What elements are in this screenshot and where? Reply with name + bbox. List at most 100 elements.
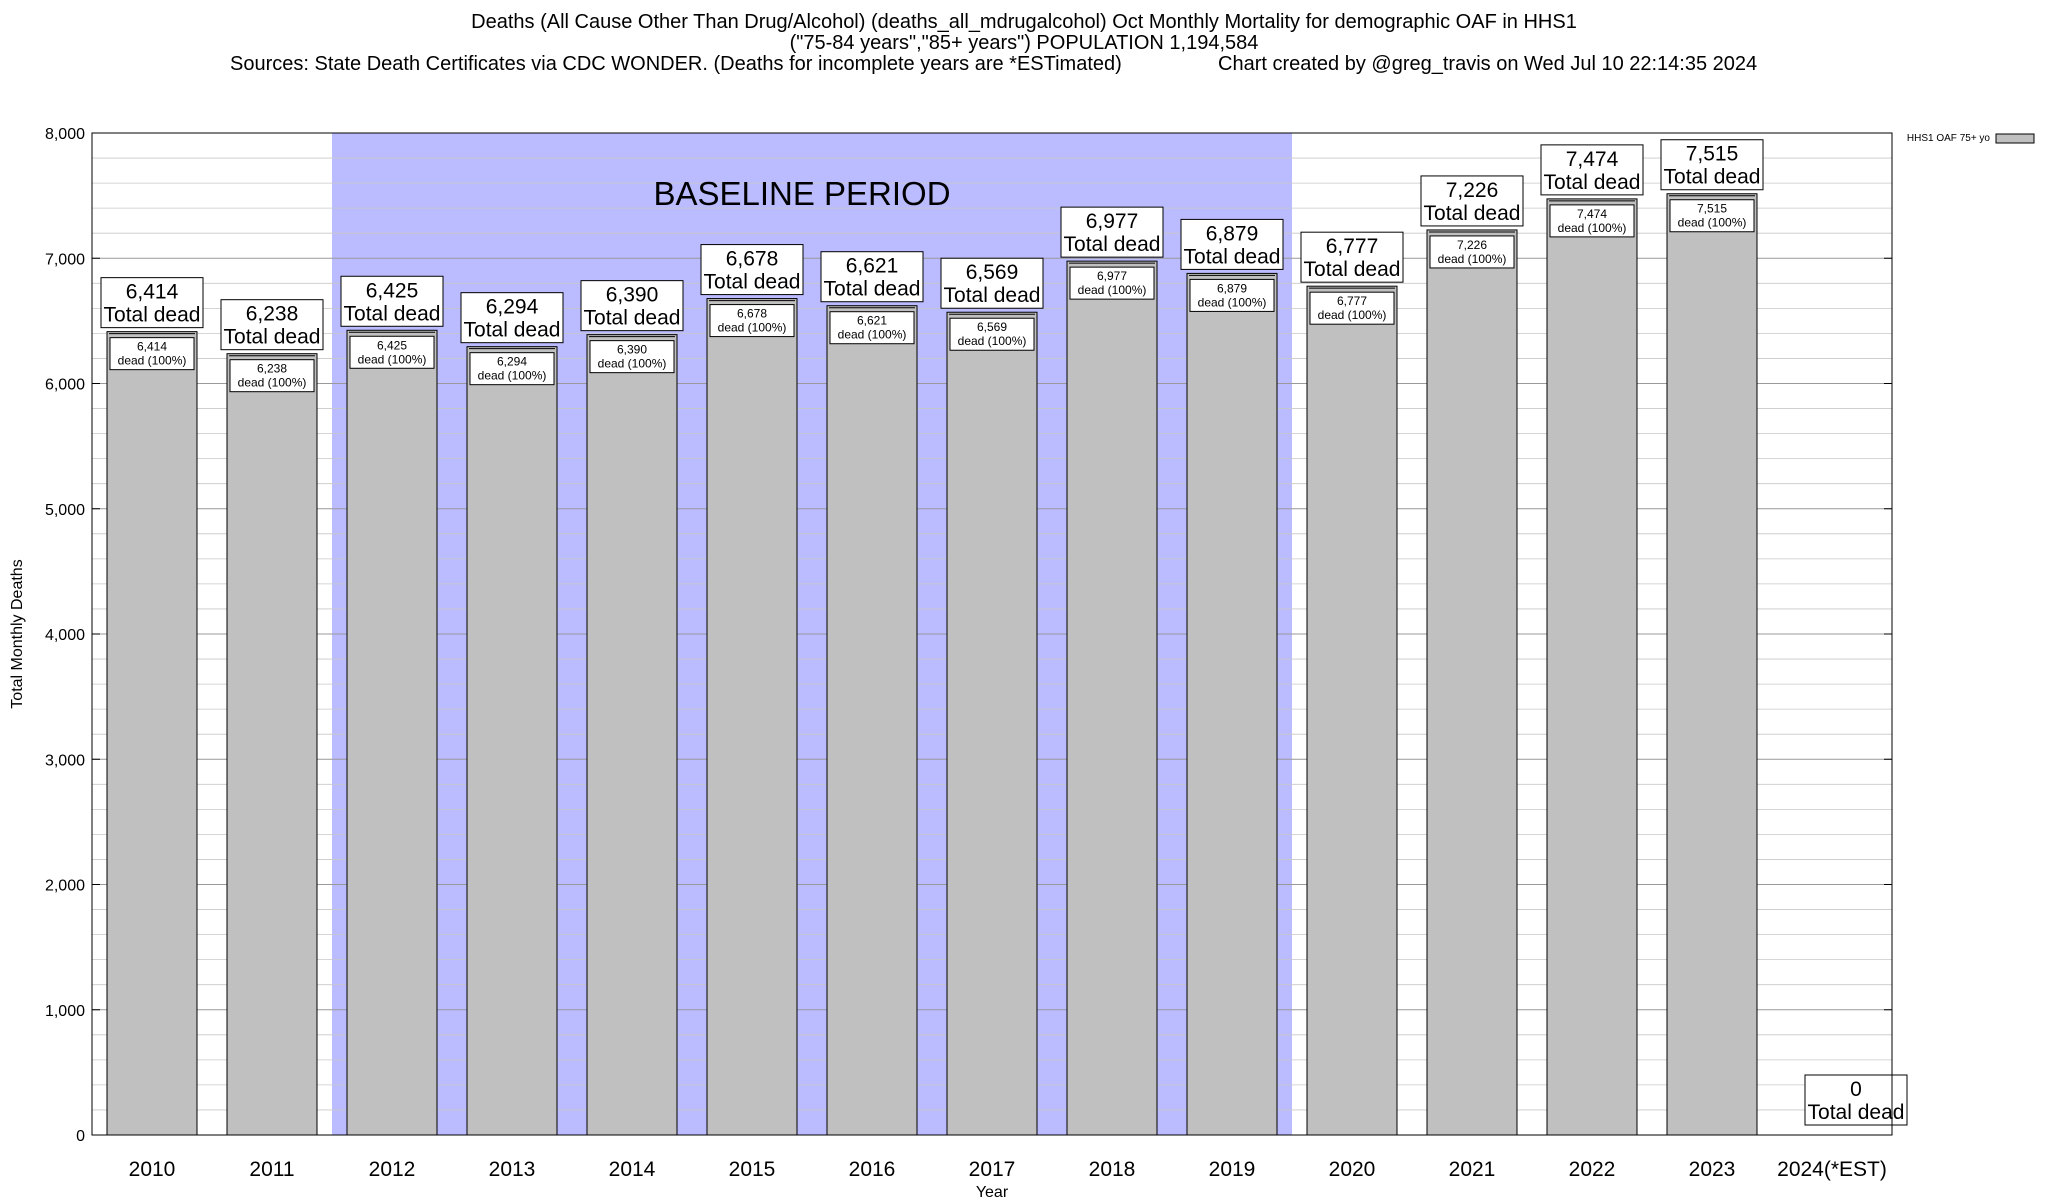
- inner-value-label: 7,515: [1697, 202, 1727, 216]
- inner-value-label: 6,294: [497, 355, 527, 369]
- total-label-box: [1060, 206, 1164, 258]
- total-caption-label: Total dead: [1808, 1101, 1905, 1124]
- inner-value-label: 7,226: [1457, 238, 1487, 252]
- total-caption-label: Total dead: [224, 326, 321, 349]
- inner-value-label: 6,390: [617, 343, 647, 357]
- inner-value-label: 6,238: [257, 362, 287, 376]
- inner-label-box: [829, 311, 915, 345]
- inner-caption-label: dead (100%): [1318, 308, 1387, 322]
- x-tick-label: 2014: [609, 1158, 656, 1181]
- x-tick-label: 2018: [1089, 1158, 1136, 1181]
- inner-label-box: [589, 340, 675, 374]
- inner-caption-label: dead (100%): [718, 321, 787, 335]
- inner-label-box: [229, 359, 315, 393]
- inner-caption-label: dead (100%): [958, 334, 1027, 348]
- bar: [1426, 229, 1518, 1136]
- inner-label-box: [1069, 266, 1155, 300]
- total-label-box: [460, 292, 564, 344]
- y-tick-label: 8,000: [45, 126, 85, 143]
- inner-caption-label: dead (100%): [358, 352, 427, 366]
- total-caption-label: Total dead: [1064, 233, 1161, 256]
- total-value-label: 7,515: [1686, 143, 1739, 166]
- inner-caption-label: dead (100%): [1438, 252, 1507, 266]
- total-label-box: [1804, 1074, 1908, 1126]
- bar: [1186, 272, 1278, 1136]
- baseline-label: BASELINE PERIOD: [653, 175, 950, 212]
- title-line-2: ("75-84 years","85+ years") POPULATION 1…: [789, 32, 1259, 54]
- title-sources: Sources: State Death Certificates via CD…: [230, 53, 1122, 75]
- total-value-label: 6,621: [846, 255, 899, 278]
- x-tick-label: 2016: [849, 1158, 896, 1181]
- total-caption-label: Total dead: [344, 302, 441, 325]
- total-caption-label: Total dead: [104, 304, 201, 327]
- x-tick-label: 2017: [969, 1158, 1016, 1181]
- inner-label-box: [1189, 278, 1275, 312]
- total-label-box: [580, 280, 684, 332]
- title-credit: Chart created by @greg_travis on Wed Jul…: [1218, 53, 1758, 75]
- bar: [1546, 198, 1638, 1136]
- inner-label-box: [1309, 291, 1395, 325]
- total-caption-label: Total dead: [1664, 166, 1761, 189]
- x-tick-label: 2019: [1209, 1158, 1256, 1181]
- y-tick-label: 4,000: [45, 627, 85, 644]
- inner-label-box: [1669, 199, 1755, 233]
- inner-value-label: 6,678: [737, 307, 767, 321]
- total-label-box: [1420, 175, 1524, 227]
- inner-value-label: 6,569: [977, 320, 1007, 334]
- bar: [226, 353, 318, 1136]
- total-label-box: [820, 251, 924, 303]
- total-value-label: 6,977: [1086, 210, 1139, 233]
- total-label-box: [940, 257, 1044, 309]
- y-tick-label: 3,000: [45, 752, 85, 769]
- bar: [466, 346, 558, 1136]
- total-label-box: [1660, 139, 1764, 191]
- total-caption-label: Total dead: [1184, 245, 1281, 268]
- bar: [1666, 193, 1758, 1136]
- y-tick-label: 1,000: [45, 1003, 85, 1020]
- y-axis-title: Total Monthly Deaths: [9, 559, 26, 708]
- inner-label-box: [109, 337, 195, 371]
- inner-value-label: 6,414: [137, 340, 167, 354]
- inner-caption-label: dead (100%): [118, 354, 187, 368]
- total-value-label: 0: [1850, 1078, 1862, 1101]
- total-label-box: [220, 299, 324, 351]
- inner-value-label: 6,425: [377, 338, 407, 352]
- y-tick-label: 0: [76, 1128, 85, 1145]
- total-caption-label: Total dead: [1304, 258, 1401, 281]
- inner-caption-label: dead (100%): [1678, 216, 1747, 230]
- bar: [586, 334, 678, 1136]
- total-value-label: 6,238: [246, 303, 299, 326]
- bar: [346, 329, 438, 1136]
- y-tick-label: 5,000: [45, 502, 85, 519]
- bar: [826, 305, 918, 1136]
- total-value-label: 6,678: [726, 248, 779, 271]
- x-tick-label: 2022: [1569, 1158, 1616, 1181]
- x-tick-label: 2013: [489, 1158, 536, 1181]
- total-caption-label: Total dead: [1544, 171, 1641, 194]
- x-tick-label: 2010: [129, 1158, 176, 1181]
- total-label-box: [340, 275, 444, 327]
- x-tick-label: 2021: [1449, 1158, 1496, 1181]
- inner-caption-label: dead (100%): [238, 376, 307, 390]
- total-value-label: 6,569: [966, 261, 1019, 284]
- total-value-label: 6,425: [366, 279, 419, 302]
- x-axis-title: Year: [976, 1184, 1009, 1200]
- inner-value-label: 6,777: [1337, 294, 1367, 308]
- bar: [106, 331, 198, 1136]
- inner-caption-label: dead (100%): [478, 369, 547, 383]
- inner-label-box: [1549, 204, 1635, 238]
- inner-caption-label: dead (100%): [838, 328, 907, 342]
- total-value-label: 6,879: [1206, 222, 1259, 245]
- title-line-1: Deaths (All Cause Other Than Drug/Alcoho…: [471, 11, 1577, 33]
- y-tick-label: 7,000: [45, 251, 85, 268]
- total-value-label: 6,777: [1326, 235, 1379, 258]
- total-caption-label: Total dead: [1424, 202, 1521, 225]
- bar: [1306, 285, 1398, 1136]
- total-value-label: 6,390: [606, 284, 659, 307]
- inner-label-box: [1429, 235, 1515, 269]
- total-value-label: 6,414: [126, 281, 179, 304]
- total-value-label: 6,294: [486, 296, 539, 319]
- bar: [1066, 260, 1158, 1136]
